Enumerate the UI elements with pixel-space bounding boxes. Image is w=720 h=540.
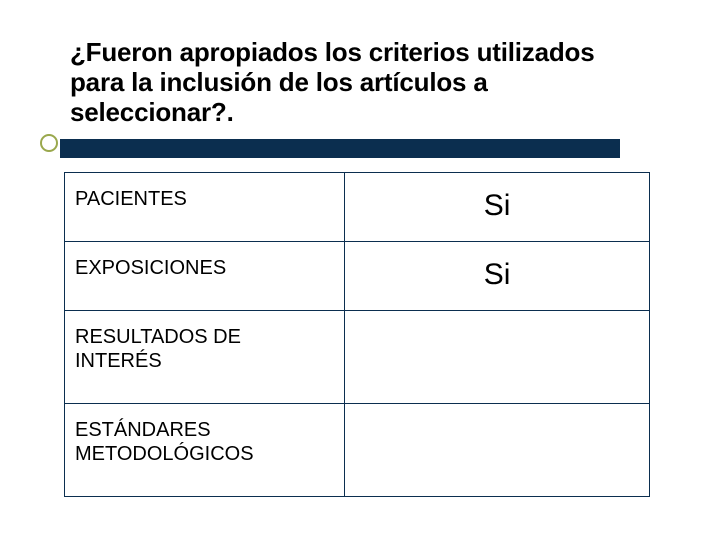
row-label: PACIENTES [65,173,345,241]
row-value: Si [345,173,649,241]
slide-title: ¿Fueron apropiados los criterios utiliza… [70,38,650,128]
row-label: ESTÁNDARES METODOLÓGICOS [65,404,345,496]
table-row: RESULTADOS DE INTERÉS [65,311,649,404]
row-label: EXPOSICIONES [65,242,345,310]
row-value: Si [345,242,649,310]
bullet-dot-icon [40,134,58,152]
accent-bar [60,139,620,158]
row-value [345,404,649,496]
row-label: RESULTADOS DE INTERÉS [65,311,345,403]
table-row: PACIENTES Si [65,173,649,242]
slide: ¿Fueron apropiados los criterios utiliza… [0,0,720,540]
table-row: ESTÁNDARES METODOLÓGICOS [65,404,649,496]
row-value [345,311,649,403]
accent-bar-wrap [30,132,690,154]
table-row: EXPOSICIONES Si [65,242,649,311]
title-block: ¿Fueron apropiados los criterios utiliza… [70,38,650,128]
criteria-table: PACIENTES Si EXPOSICIONES Si RESULTADOS … [64,172,650,497]
